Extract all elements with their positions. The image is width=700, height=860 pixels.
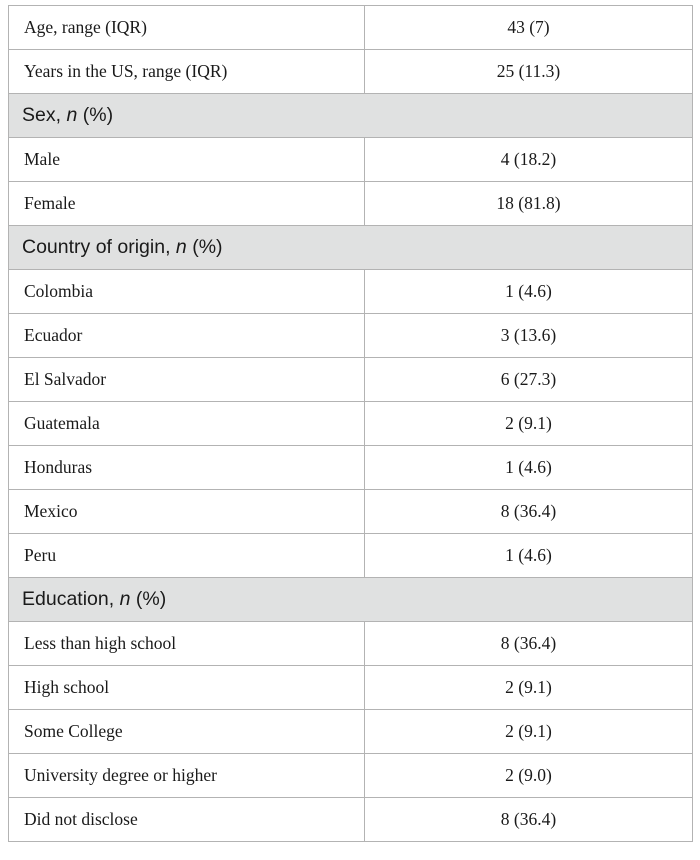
row-label: Honduras — [8, 445, 365, 490]
section-label: Sex, — [22, 104, 62, 126]
row-value: 1 (4.6) — [364, 269, 693, 314]
row-label: Years in the US, range (IQR) — [8, 49, 365, 94]
row-value: 1 (4.6) — [364, 445, 693, 490]
table-row: Mexico 8 (36.4) — [8, 489, 693, 534]
row-label: Ecuador — [8, 313, 365, 358]
table-row: Age, range (IQR) 43 (7) — [8, 5, 693, 50]
row-label: Male — [8, 137, 365, 182]
row-value: 4 (18.2) — [364, 137, 693, 182]
row-value: 8 (36.4) — [364, 621, 693, 666]
demographics-table: Age, range (IQR) 43 (7) Years in the US,… — [8, 5, 693, 842]
table-row: Ecuador 3 (13.6) — [8, 313, 693, 358]
row-label: Less than high school — [8, 621, 365, 666]
section-label: Education, — [22, 588, 115, 610]
section-suffix: (%) — [135, 588, 167, 610]
section-title: Country of origin, n (%) — [8, 225, 693, 270]
row-value: 25 (11.3) — [364, 49, 693, 94]
row-label: Age, range (IQR) — [8, 5, 365, 50]
table-row: University degree or higher 2 (9.0) — [8, 753, 693, 798]
table-row: El Salvador 6 (27.3) — [8, 357, 693, 402]
row-label: Guatemala — [8, 401, 365, 446]
table-row: Peru 1 (4.6) — [8, 533, 693, 578]
row-value: 3 (13.6) — [364, 313, 693, 358]
section-suffix: (%) — [82, 104, 114, 126]
section-italic-n: n — [66, 104, 78, 126]
section-italic-n: n — [119, 588, 131, 610]
row-value: 2 (9.0) — [364, 753, 693, 798]
row-value: 8 (36.4) — [364, 797, 693, 842]
table-row: Female 18 (81.8) — [8, 181, 693, 226]
row-label: Colombia — [8, 269, 365, 314]
table-row: Years in the US, range (IQR) 25 (11.3) — [8, 49, 693, 94]
row-label: Mexico — [8, 489, 365, 534]
table-row: High school 2 (9.1) — [8, 665, 693, 710]
row-value: 6 (27.3) — [364, 357, 693, 402]
row-value: 1 (4.6) — [364, 533, 693, 578]
section-header-country: Country of origin, n (%) — [8, 225, 693, 270]
section-title: Education, n (%) — [8, 577, 693, 622]
row-value: 2 (9.1) — [364, 709, 693, 754]
table-row: Less than high school 8 (36.4) — [8, 621, 693, 666]
table-row: Honduras 1 (4.6) — [8, 445, 693, 490]
row-value: 2 (9.1) — [364, 401, 693, 446]
row-label: Some College — [8, 709, 365, 754]
table-row: Some College 2 (9.1) — [8, 709, 693, 754]
row-label: Peru — [8, 533, 365, 578]
row-value: 18 (81.8) — [364, 181, 693, 226]
section-suffix: (%) — [192, 236, 223, 258]
table-row: Male 4 (18.2) — [8, 137, 693, 182]
section-header-sex: Sex, n (%) — [8, 93, 693, 138]
row-value: 2 (9.1) — [364, 665, 693, 710]
table-row: Guatemala 2 (9.1) — [8, 401, 693, 446]
section-label: Country of origin, — [22, 236, 171, 258]
row-label: El Salvador — [8, 357, 365, 402]
row-value: 43 (7) — [364, 5, 693, 50]
section-title: Sex, n (%) — [8, 93, 693, 138]
table-row: Colombia 1 (4.6) — [8, 269, 693, 314]
row-value: 8 (36.4) — [364, 489, 693, 534]
section-header-education: Education, n (%) — [8, 577, 693, 622]
section-italic-n: n — [175, 236, 187, 258]
row-label: Did not disclose — [8, 797, 365, 842]
row-label: University degree or higher — [8, 753, 365, 798]
row-label: Female — [8, 181, 365, 226]
row-label: High school — [8, 665, 365, 710]
table-row: Did not disclose 8 (36.4) — [8, 797, 693, 842]
